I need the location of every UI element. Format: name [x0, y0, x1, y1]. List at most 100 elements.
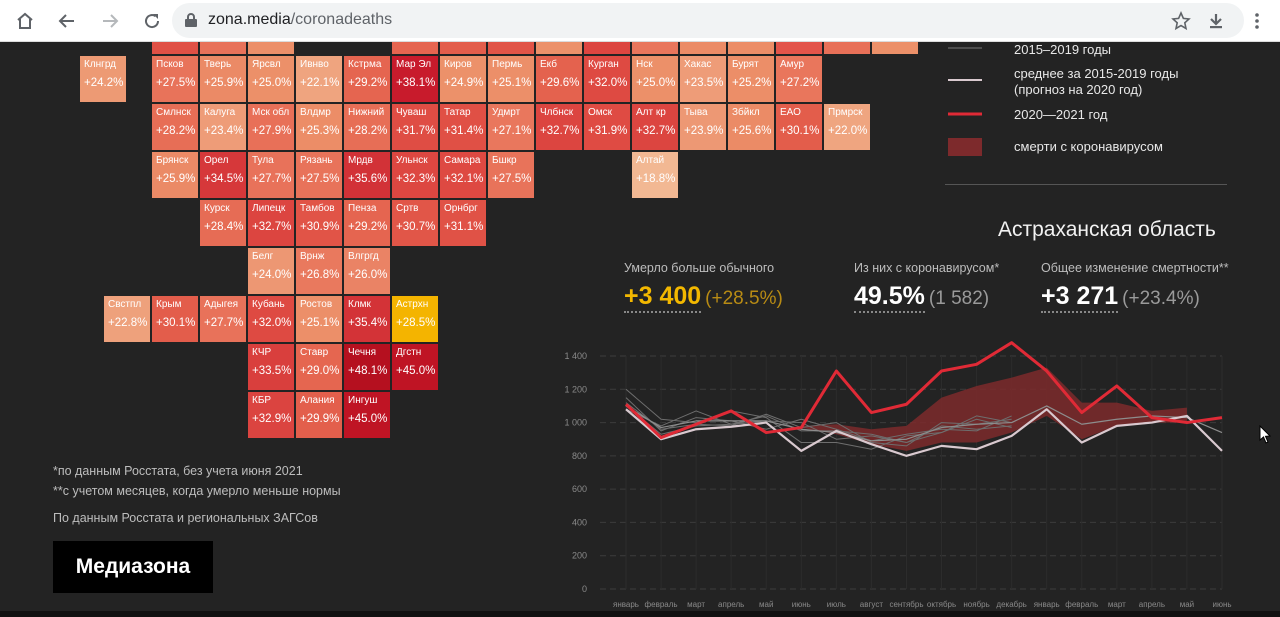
- region-tile[interactable]: Влгргд +26.0%: [344, 248, 390, 294]
- covid-share-value[interactable]: 49.5%: [854, 282, 925, 313]
- region-tile[interactable]: Орнбрг +31.1%: [440, 200, 486, 246]
- region-tile[interactable]: Мск обл +27.9%: [248, 104, 294, 150]
- lock-icon[interactable]: [184, 12, 198, 33]
- region-tile[interactable]: Чечня +48.1%: [344, 344, 390, 390]
- region-tile[interactable]: Ставр +29.0%: [296, 344, 342, 390]
- y-tick-label: 600: [572, 484, 587, 494]
- region-tile[interactable]: Курск +28.4%: [200, 200, 246, 246]
- legend-divider: [945, 184, 1227, 185]
- region-tile[interactable]: Удмрт +27.1%: [488, 104, 534, 150]
- region-tile[interactable]: Омск +31.9%: [584, 104, 630, 150]
- back-icon[interactable]: [52, 6, 82, 36]
- region-tile-partial[interactable]: [824, 42, 870, 54]
- region-tile[interactable]: Астрхн +28.5%: [392, 296, 438, 342]
- region-tile[interactable]: Брянск +25.9%: [152, 152, 198, 198]
- region-tile[interactable]: Дгстн +45.0%: [392, 344, 438, 390]
- region-tile[interactable]: Екб +29.6%: [536, 56, 582, 102]
- region-tile[interactable]: Курган +32.0%: [584, 56, 630, 102]
- region-tile[interactable]: Ульнск +32.3%: [392, 152, 438, 198]
- region-tile-partial[interactable]: [536, 42, 582, 54]
- region-tile-partial[interactable]: [488, 42, 534, 54]
- region-tile[interactable]: Кубань +32.0%: [248, 296, 294, 342]
- forward-icon[interactable]: [95, 6, 125, 36]
- reload-icon[interactable]: [137, 6, 167, 36]
- mediazona-logo[interactable]: Медиазона: [53, 541, 213, 593]
- region-tile[interactable]: Ингуш +45.0%: [344, 392, 390, 438]
- region-tile[interactable]: Калуга +23.4%: [200, 104, 246, 150]
- region-tile[interactable]: Тула +27.7%: [248, 152, 294, 198]
- region-tile[interactable]: Адыгея +27.7%: [200, 296, 246, 342]
- region-tile-partial[interactable]: [248, 42, 294, 54]
- region-tile-partial[interactable]: [392, 42, 438, 54]
- region-tile[interactable]: Збйкл +25.6%: [728, 104, 774, 150]
- excess-deaths-value[interactable]: +3 400: [624, 282, 702, 313]
- region-tile[interactable]: Тамбов +30.9%: [296, 200, 342, 246]
- region-tile[interactable]: КБР +32.9%: [248, 392, 294, 438]
- region-tile[interactable]: Сртв +30.7%: [392, 200, 438, 246]
- region-tile[interactable]: Мрдв +35.6%: [344, 152, 390, 198]
- region-tile[interactable]: Клмк +35.4%: [344, 296, 390, 342]
- stat-label-excess: Умерло больше обычного: [624, 261, 775, 275]
- region-tile[interactable]: Крым +30.1%: [152, 296, 198, 342]
- region-tile[interactable]: Ивнво +22.1%: [296, 56, 342, 102]
- legend-thin-line-swatch: [948, 47, 982, 49]
- region-tile[interactable]: Алания +29.9%: [296, 392, 342, 438]
- region-tile[interactable]: КЧР +33.5%: [248, 344, 294, 390]
- address-bar[interactable]: zona.media/coronadeaths: [172, 3, 1244, 38]
- region-tile-partial[interactable]: [776, 42, 822, 54]
- region-tile[interactable]: Белг +24.0%: [248, 248, 294, 294]
- menu-icon[interactable]: [1242, 6, 1272, 36]
- region-tile-name: Самара: [444, 155, 481, 166]
- region-tile[interactable]: Свстпл +22.8%: [104, 296, 150, 342]
- region-tile-name: Адыгея: [204, 299, 239, 310]
- region-tile[interactable]: Врнж +26.8%: [296, 248, 342, 294]
- region-tile[interactable]: Ярсвл +25.0%: [248, 56, 294, 102]
- region-tile-partial[interactable]: [632, 42, 678, 54]
- region-tile-partial[interactable]: [152, 42, 198, 54]
- region-tile[interactable]: Хакас +23.5%: [680, 56, 726, 102]
- region-tile[interactable]: Амур +27.2%: [776, 56, 822, 102]
- region-tile[interactable]: Пермь +25.1%: [488, 56, 534, 102]
- region-tile[interactable]: Татар +31.4%: [440, 104, 486, 150]
- region-tile[interactable]: Прмрск +22.0%: [824, 104, 870, 150]
- download-icon[interactable]: [1201, 6, 1231, 36]
- star-icon[interactable]: [1166, 6, 1196, 36]
- region-tile[interactable]: Кстрма +29.2%: [344, 56, 390, 102]
- region-tile-partial[interactable]: [200, 42, 246, 54]
- region-tile[interactable]: Пенза +29.2%: [344, 200, 390, 246]
- region-tile[interactable]: Липецк +32.7%: [248, 200, 294, 246]
- region-tile[interactable]: ЕАО +30.1%: [776, 104, 822, 150]
- region-tile[interactable]: Алт кр +32.7%: [632, 104, 678, 150]
- region-tile[interactable]: Псков +27.5%: [152, 56, 198, 102]
- region-tile[interactable]: Мар Эл +38.1%: [392, 56, 438, 102]
- region-tile[interactable]: Бшкр +27.5%: [488, 152, 534, 198]
- region-tile[interactable]: Алтай +18.8%: [632, 152, 678, 198]
- region-tile[interactable]: Влдмр +25.3%: [296, 104, 342, 150]
- region-tile-partial[interactable]: [872, 42, 918, 54]
- home-icon[interactable]: [10, 6, 40, 36]
- region-tile[interactable]: Члбнск +32.7%: [536, 104, 582, 150]
- region-tile[interactable]: Бурят +25.2%: [728, 56, 774, 102]
- url-text[interactable]: zona.media/coronadeaths: [208, 11, 393, 28]
- region-tile[interactable]: Нижний +28.2%: [344, 104, 390, 150]
- region-tile-partial[interactable]: [584, 42, 630, 54]
- region-tile[interactable]: Рязань +27.5%: [296, 152, 342, 198]
- region-tile[interactable]: Чуваш +31.7%: [392, 104, 438, 150]
- region-tile-partial[interactable]: [680, 42, 726, 54]
- region-tile[interactable]: Ростов +25.1%: [296, 296, 342, 342]
- region-tile-partial[interactable]: [440, 42, 486, 54]
- region-tile-partial[interactable]: [728, 42, 774, 54]
- region-tile[interactable]: Орел +34.5%: [200, 152, 246, 198]
- region-tile-value: +24.0%: [252, 269, 292, 281]
- total-change-value[interactable]: +3 271: [1041, 282, 1119, 313]
- region-tile[interactable]: Клнгрд +24.2%: [80, 56, 126, 102]
- x-tick-label: апрель: [1139, 600, 1165, 609]
- region-tile[interactable]: Киров +24.9%: [440, 56, 486, 102]
- region-tile[interactable]: Нск +25.0%: [632, 56, 678, 102]
- region-tile[interactable]: Смлнск +28.2%: [152, 104, 198, 150]
- region-tile-name: Мар Эл: [396, 59, 432, 70]
- legend-label: среднее за 2015-2019 годы: [1014, 66, 1179, 81]
- region-tile[interactable]: Тверь +25.9%: [200, 56, 246, 102]
- region-tile[interactable]: Тыва +23.9%: [680, 104, 726, 150]
- region-tile[interactable]: Самара +32.1%: [440, 152, 486, 198]
